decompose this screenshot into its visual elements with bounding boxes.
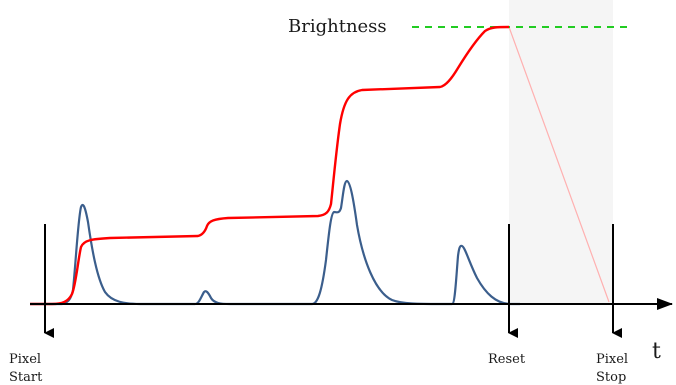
pixel-start-label-line1: Pixel xyxy=(9,352,41,367)
time-axis-label: t xyxy=(652,339,661,364)
post-reset-shading xyxy=(509,0,613,305)
discharge-line xyxy=(508,26,610,303)
pixel-start-label-line2: Start xyxy=(9,370,43,385)
photon-signal-curve xyxy=(30,179,520,306)
accumulated-brightness-curve xyxy=(30,25,510,306)
brightness-label: Brightness xyxy=(288,16,387,37)
pixel-stop-label-line2: Stop xyxy=(596,370,626,385)
reset-label: Reset xyxy=(488,352,526,367)
pixel-stop-label-line1: Pixel xyxy=(596,352,628,367)
